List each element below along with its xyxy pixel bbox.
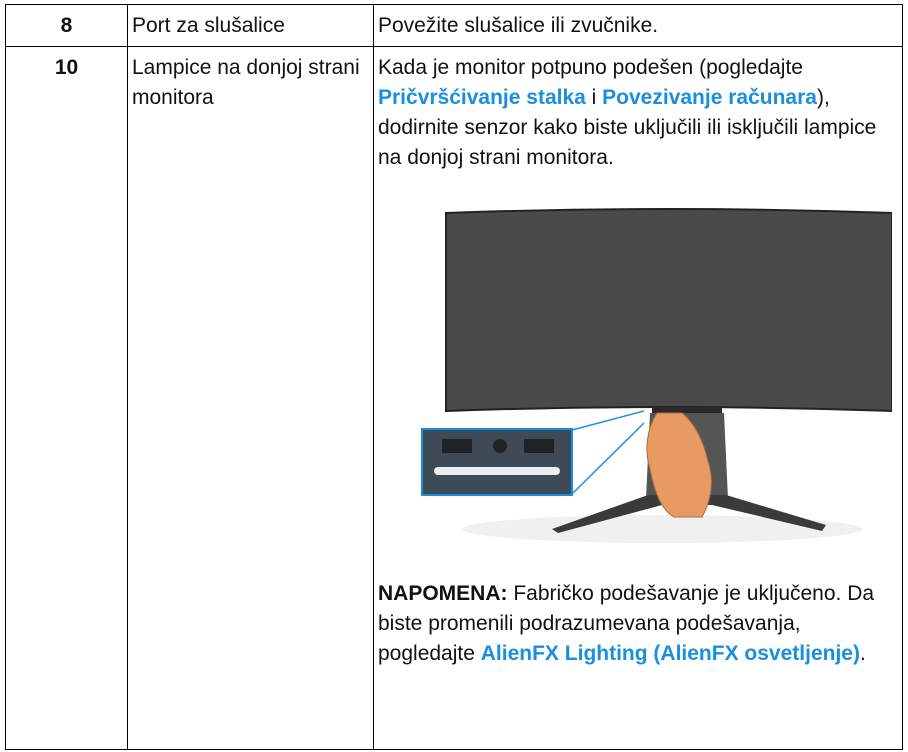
note: NAPOMENA: Fabričko podešavanje je uključ… <box>378 579 898 669</box>
row-description: Povežite slušalice ili zvučnike. <box>373 4 903 47</box>
table-row: 8 Port za slušalice Povežite slušalice i… <box>5 4 903 47</box>
monitor-illustration <box>412 199 892 549</box>
row-name: Lampice na donjoj strani monitora <box>127 46 374 750</box>
text: ), dodirnite senzor kako biste uključili… <box>378 86 877 169</box>
paragraph: Kada je monitor potpuno podešen (pogleda… <box>378 53 898 173</box>
link[interactable]: AlienFX Lighting (AlienFX osvetljenje) <box>480 642 860 665</box>
text: Povežite slušalice ili zvučnike. <box>378 14 659 37</box>
note-label: NAPOMENA: <box>378 582 508 605</box>
link[interactable]: Povezivanje računara <box>602 86 817 109</box>
info-table: 8 Port za slušalice Povežite slušalice i… <box>5 4 903 750</box>
row-number: 8 <box>5 4 128 47</box>
row-description: Kada je monitor potpuno podešen (pogleda… <box>373 46 903 750</box>
table-row: 10 Lampice na donjoj strani monitora Kad… <box>5 46 903 750</box>
text: . <box>859 642 866 665</box>
row-number: 10 <box>5 46 128 750</box>
link[interactable]: Pričvršćivanje stalka <box>378 86 586 109</box>
text: Kada je monitor potpuno podešen (pogleda… <box>378 56 803 79</box>
text: i <box>585 86 603 109</box>
row-name: Port za slušalice <box>127 4 374 47</box>
text: Fabričko podešavanje je uključeno. Da bi… <box>378 582 875 665</box>
